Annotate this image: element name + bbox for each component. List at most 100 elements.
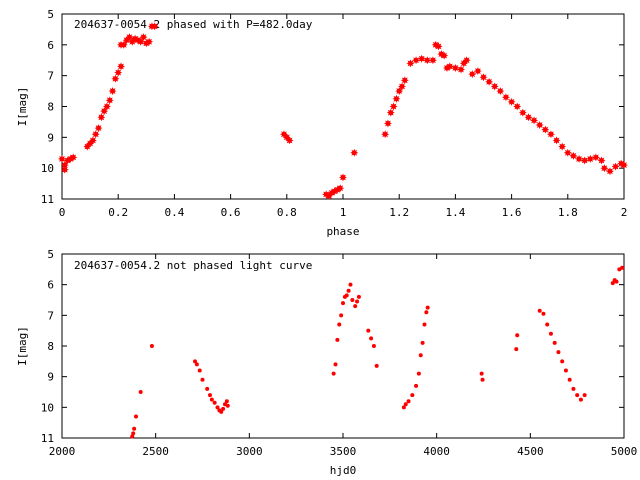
data-point xyxy=(541,125,550,134)
data-point xyxy=(563,368,568,373)
y-tick-label: 7 xyxy=(47,309,54,322)
data-point xyxy=(197,368,202,373)
x-tick-label: 4000 xyxy=(423,445,450,458)
data-point xyxy=(414,383,419,388)
data-point xyxy=(457,65,466,74)
data-point xyxy=(403,402,408,407)
data-point xyxy=(434,42,443,51)
data-point xyxy=(374,363,379,368)
data-point xyxy=(462,56,471,65)
y-tick-label: 8 xyxy=(47,101,54,114)
data-point xyxy=(496,87,505,96)
data-point xyxy=(209,397,214,402)
data-point xyxy=(145,37,154,46)
data-point xyxy=(339,313,344,318)
y-tick-label: 7 xyxy=(47,70,54,83)
data-point xyxy=(575,393,580,398)
data-point xyxy=(620,265,625,270)
data-point xyxy=(420,340,425,345)
data-point xyxy=(575,154,584,163)
data-point xyxy=(333,362,338,367)
data-point xyxy=(582,393,587,398)
y-tick-label: 5 xyxy=(47,248,54,261)
data-point xyxy=(518,108,527,117)
data-point xyxy=(406,59,415,68)
x-tick-label: 1.2 xyxy=(389,206,409,219)
data-point xyxy=(479,371,484,376)
data-point xyxy=(371,344,376,348)
plot-frame xyxy=(61,253,625,439)
data-point xyxy=(480,377,485,382)
data-point xyxy=(537,308,542,313)
data-point xyxy=(200,377,205,382)
data-point xyxy=(117,62,126,71)
data-point xyxy=(193,359,198,364)
data-point xyxy=(130,434,135,439)
data-point xyxy=(412,56,421,65)
x-tick-label: 0 xyxy=(59,206,66,219)
y-tick-label: 6 xyxy=(47,279,54,292)
data-point xyxy=(105,96,114,105)
x-tick-label: 2000 xyxy=(49,445,76,458)
data-point xyxy=(119,40,128,49)
data-point xyxy=(514,347,519,352)
data-point xyxy=(212,400,217,405)
data-point xyxy=(149,344,154,348)
data-point xyxy=(401,405,406,410)
data-point xyxy=(395,87,404,96)
data-point xyxy=(611,162,620,171)
data-point xyxy=(150,22,159,31)
data-point xyxy=(353,304,358,309)
data-point xyxy=(552,136,561,145)
y-axis-label: I[mag] xyxy=(16,87,29,127)
data-point xyxy=(614,279,619,284)
data-point xyxy=(91,130,100,139)
data-point xyxy=(535,121,544,129)
data-point xyxy=(591,153,600,162)
data-point xyxy=(400,76,409,85)
data-point xyxy=(215,405,220,410)
data-point xyxy=(69,153,78,162)
data-point xyxy=(552,340,557,345)
x-tick-label: 4500 xyxy=(517,445,544,458)
data-point xyxy=(440,51,449,60)
y-tick-label: 11 xyxy=(41,432,54,445)
data-point xyxy=(424,310,429,315)
data-point xyxy=(337,322,342,327)
data-point xyxy=(428,56,437,65)
data-point xyxy=(567,377,572,382)
data-point xyxy=(398,82,407,91)
data-point xyxy=(586,154,595,163)
data-point xyxy=(131,431,136,436)
data-point xyxy=(515,333,520,338)
data-point xyxy=(578,397,583,402)
data-point xyxy=(418,353,423,358)
y-tick-label: 9 xyxy=(47,371,54,384)
data-point xyxy=(610,281,615,286)
data-point xyxy=(331,371,336,376)
data-point xyxy=(417,54,426,63)
data-point xyxy=(341,301,345,306)
data-point xyxy=(530,116,539,125)
data-point xyxy=(97,113,106,122)
data-point xyxy=(344,293,349,298)
y-tick-label: 10 xyxy=(41,401,54,414)
x-tick-label: 1.8 xyxy=(558,206,578,219)
x-tick-label: 0.4 xyxy=(164,206,184,219)
chart-title: 204637-0054.2 not phased light curve xyxy=(74,259,312,272)
data-point xyxy=(224,399,229,404)
x-tick-label: 1 xyxy=(340,206,347,219)
data-point xyxy=(548,331,553,336)
data-point xyxy=(513,102,522,111)
x-tick-label: 0.6 xyxy=(221,206,241,219)
data-point xyxy=(60,165,69,174)
data-point xyxy=(422,322,427,327)
data-point xyxy=(138,390,143,394)
y-tick-label: 8 xyxy=(47,340,54,353)
data-point xyxy=(336,184,345,193)
data-point xyxy=(350,148,359,157)
data-point xyxy=(501,93,510,102)
data-point xyxy=(406,399,411,404)
data-point xyxy=(339,173,347,182)
data-point xyxy=(132,426,137,431)
